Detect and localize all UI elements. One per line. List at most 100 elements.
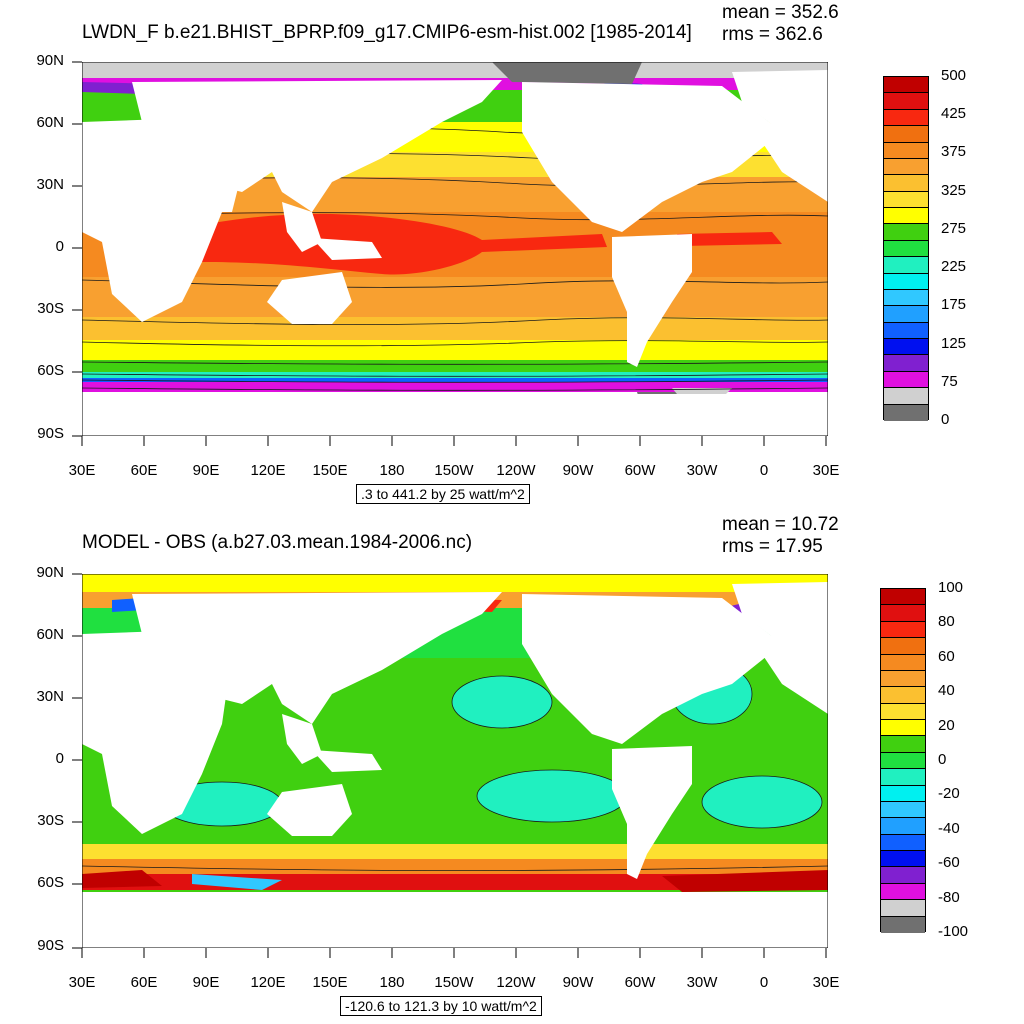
colorbar-swatch: [881, 720, 925, 737]
panel-2-lat-tick: 0: [55, 750, 64, 767]
colorbar-swatch: [884, 93, 928, 110]
warm-pool-atlantic: [677, 232, 782, 246]
land-eurasia: [132, 592, 502, 724]
panel-2-lon-tick: 30E: [812, 974, 840, 991]
panel-1-colorbar: [883, 76, 929, 421]
colorbar-label: -40: [938, 819, 960, 837]
colorbar-swatch: [884, 371, 928, 389]
panel-1-rms: rms = 362.6: [722, 24, 823, 45]
anomaly-southern-red: [82, 870, 162, 888]
panel-2-lon-tick: 180: [379, 974, 405, 991]
panel-2-lat-tick: 60N: [36, 626, 64, 643]
colorbar-label: 175: [941, 296, 967, 314]
panel-2-map: [82, 574, 828, 948]
band-ice-edge2: [82, 382, 828, 392]
panel-1-lon-tick: 120W: [496, 462, 536, 479]
land-indonesia: [312, 238, 382, 260]
band-south-sub: [82, 277, 828, 322]
colorbar-swatch: [884, 224, 928, 241]
colorbar-swatch: [884, 339, 928, 356]
panel-1-lon-tick: 150W: [434, 462, 474, 479]
colorbar-swatch: [884, 208, 928, 225]
colorbar-label: 125: [941, 334, 967, 352]
colorbar-label: 0: [941, 411, 950, 428]
panel-1-lon-tick: 150E: [312, 462, 348, 479]
colorbar-swatch: [884, 77, 928, 94]
land-se-asia: [282, 714, 322, 764]
land: [82, 70, 828, 436]
panel-1-lat-tick: 0: [55, 238, 64, 255]
colorbar-swatch: [881, 900, 925, 917]
land-north-america: [522, 594, 782, 744]
panel-1-lon-tick: 60E: [130, 462, 158, 479]
land-europe-west: [762, 632, 828, 714]
panel-1-mean: mean = 352.6: [722, 2, 839, 23]
panel-1-lat-tick: 60S: [37, 362, 64, 379]
panel-1-lon-tick: 90W: [562, 462, 594, 479]
colorbar-swatch: [884, 191, 928, 208]
land-south-america: [612, 746, 692, 879]
colorbar-swatch: [884, 388, 928, 405]
colorbar-swatch: [881, 589, 925, 606]
colorbar-swatch: [881, 687, 925, 704]
colorbar-swatch: [881, 736, 925, 753]
colorbar-swatch: [884, 306, 928, 323]
panel-2-lon-tick: 150W: [434, 974, 474, 991]
panel-2-lon-tick: 0: [759, 974, 769, 991]
panel-2-lon-tick: 90E: [192, 974, 220, 991]
panel-2-axes: [72, 573, 827, 958]
colorbar-swatch: [884, 126, 928, 143]
colorbar-label: -60: [938, 854, 960, 872]
colorbar-label: 225: [941, 258, 967, 276]
panel-2-lon-tick: 120W: [496, 974, 536, 991]
panel-1-lon-tick: 30E: [68, 462, 96, 479]
land-australia: [267, 784, 352, 836]
colorbar-swatch: [884, 257, 928, 274]
colorbar-swatch: [881, 752, 925, 770]
colorbar-swatch: [881, 654, 925, 671]
colorbar-label: -20: [938, 785, 960, 803]
panel-2-lon-tick: 30E: [68, 974, 96, 991]
panel-2-lon-tick: 60E: [130, 974, 158, 991]
colorbar-swatch: [881, 621, 925, 639]
colorbar-label: 375: [941, 143, 967, 161]
land-greenland: [732, 582, 828, 644]
cyan-south-atlantic: [702, 776, 822, 828]
panel-1-info-box: .3 to 441.2 by 25 watt/m^2: [356, 484, 530, 504]
colorbar-label: 40: [938, 682, 955, 700]
colorbar-label: 0: [938, 751, 947, 768]
panel-2-lat-tick: 60S: [37, 874, 64, 891]
anomaly-southern-blue: [192, 874, 282, 890]
panel-1-map: [82, 62, 828, 436]
panel-2-lon-tick: 120E: [250, 974, 286, 991]
panel-2-lat-tick: 90N: [36, 564, 64, 581]
land-greenland: [732, 70, 828, 132]
colorbar-swatch: [884, 273, 928, 290]
colorbar-label: 275: [941, 219, 967, 237]
land-se-asia: [282, 202, 322, 252]
panel-2-title: MODEL - OBS (a.b27.03.mean.1984-2006.nc): [82, 532, 473, 553]
colorbar-label: 75: [941, 372, 958, 390]
panel-2-lat-tick: 30S: [37, 812, 64, 829]
colorbar-swatch: [884, 289, 928, 307]
colorbar-label: 325: [941, 181, 967, 199]
land-australia: [267, 272, 352, 324]
panel-2-lon-tick: 90W: [562, 974, 594, 991]
colorbar-swatch: [884, 322, 928, 339]
panel-2-lat-tick: 90S: [37, 937, 64, 954]
land-indonesia: [312, 750, 382, 772]
colorbar-swatch: [884, 142, 928, 159]
colorbar-label: 20: [938, 716, 955, 734]
panel-2-lon-tick: 60W: [624, 974, 656, 991]
land-antarctica: [82, 394, 828, 436]
colorbar-label: -80: [938, 888, 960, 906]
colorbar-swatch: [881, 834, 925, 851]
panel-1-lat-tick: 30N: [36, 176, 64, 193]
land-india: [202, 172, 242, 212]
colorbar-label: -100: [938, 923, 969, 940]
colorbar-swatch: [881, 670, 925, 688]
panel-2-mean: mean = 10.72: [722, 514, 839, 535]
panel-2-colorbar: [880, 588, 926, 933]
colorbar-swatch: [884, 175, 928, 192]
panel-1-lat-tick: 60N: [36, 114, 64, 131]
